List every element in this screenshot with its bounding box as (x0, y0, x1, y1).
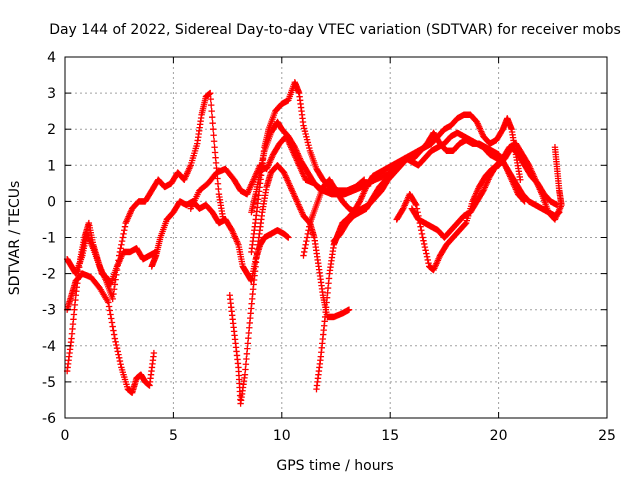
y-axis-label: SDTVAR / TECUs (7, 181, 23, 296)
y-tick-label: 1 (47, 158, 56, 174)
data-point (105, 299, 112, 306)
data-point (290, 142, 298, 150)
data-point (114, 348, 121, 355)
data-point (303, 136, 311, 143)
data-point (345, 306, 353, 313)
y-tick-label: -3 (42, 303, 56, 319)
data-point (111, 335, 119, 342)
data-point (305, 142, 312, 149)
x-tick-label: 25 (598, 428, 616, 444)
data-point (110, 331, 118, 338)
series-track-4 (148, 198, 292, 285)
data-point (304, 139, 312, 146)
y-tick-label: 3 (47, 86, 56, 102)
data-point (303, 237, 310, 245)
data-point (300, 252, 307, 259)
data-point (209, 119, 216, 127)
y-tick-label: -1 (42, 231, 56, 247)
data-point (301, 125, 308, 132)
data-point (302, 130, 309, 138)
data-point (105, 303, 113, 310)
data-point (209, 126, 217, 133)
y-tick-label: 0 (47, 194, 56, 210)
data-point (121, 223, 129, 230)
data-point (228, 225, 235, 233)
y-tick-label: 2 (47, 122, 56, 138)
data-point (113, 345, 121, 352)
data-point (303, 133, 310, 141)
data-point (121, 227, 128, 234)
series-track-8 (248, 79, 368, 256)
chart-title: Day 144 of 2022, Sidereal Day-to-day VTE… (49, 22, 621, 38)
x-tick-label: 15 (381, 428, 399, 444)
data-point (207, 89, 214, 97)
data-point (110, 290, 117, 298)
data-point (111, 281, 119, 288)
data-point (112, 276, 119, 283)
data-point (116, 354, 123, 362)
data-point (117, 245, 124, 252)
data-point (116, 252, 123, 259)
data-point (306, 144, 313, 152)
data-point (113, 341, 120, 349)
data-point (107, 311, 114, 318)
data-point (113, 266, 121, 274)
y-tick-label: -4 (42, 339, 56, 355)
x-tick-label: 5 (169, 428, 178, 444)
data-point (305, 227, 312, 234)
data-point (302, 241, 309, 248)
data-point (120, 230, 127, 238)
data-point (207, 95, 214, 103)
data-point (109, 295, 116, 303)
data-point (210, 132, 217, 139)
data-point (113, 271, 120, 279)
x-axis-label: GPS time / hours (276, 458, 393, 474)
data-point (210, 138, 218, 145)
data-point (208, 101, 215, 109)
y-tick-label: 4 (47, 50, 56, 66)
y-tick-label: -5 (42, 375, 56, 391)
data-point (108, 315, 115, 322)
data-point (303, 234, 311, 241)
data-point (112, 338, 119, 345)
series-track-5 (226, 162, 353, 407)
data-point (360, 176, 368, 183)
data-point (115, 351, 122, 358)
data-point (150, 349, 158, 357)
data-point (360, 177, 367, 184)
series-track-3 (63, 89, 227, 303)
data-point (301, 245, 309, 252)
data-point (116, 357, 124, 365)
x-tick-label: 20 (490, 428, 508, 444)
data-point (285, 234, 292, 241)
data-point (110, 327, 117, 334)
series-track-1 (63, 270, 158, 396)
y-tick-label: -2 (42, 267, 56, 283)
data-point (117, 361, 124, 368)
data-point (115, 257, 122, 264)
x-tick-label: 10 (273, 428, 291, 444)
data-point (114, 261, 121, 269)
data-point (109, 323, 116, 330)
data-point (119, 234, 127, 241)
data-point (118, 237, 126, 245)
data-point (208, 107, 215, 115)
data-point (300, 122, 307, 129)
data-point (301, 248, 308, 256)
data-point (110, 286, 118, 293)
data-point (118, 241, 125, 248)
data-point (304, 230, 312, 238)
data-layer (63, 79, 565, 407)
data-point (108, 319, 116, 326)
data-point (208, 113, 216, 121)
x-tick-label: 0 (61, 428, 70, 444)
y-tick-label: -6 (42, 411, 56, 427)
data-point (106, 307, 114, 314)
data-point (116, 248, 124, 256)
data-point (301, 128, 309, 135)
